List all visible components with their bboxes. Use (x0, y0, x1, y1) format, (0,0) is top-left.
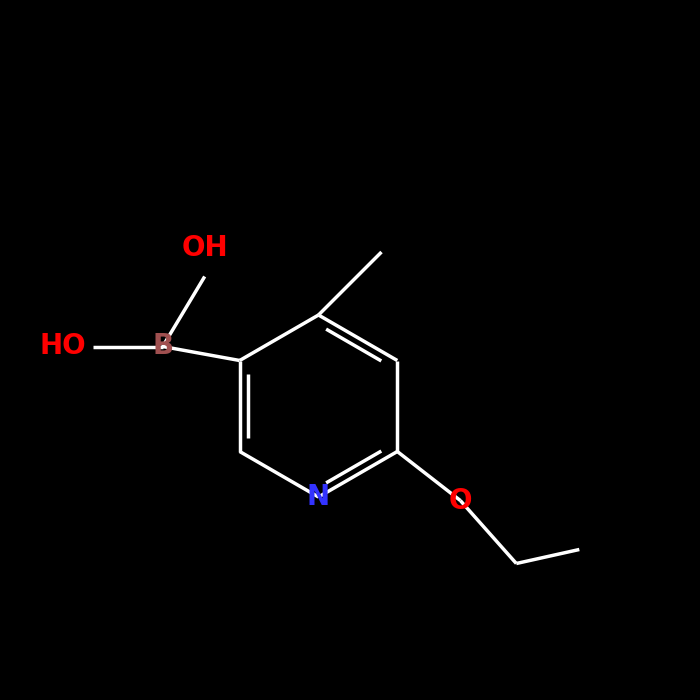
Text: OH: OH (181, 234, 228, 262)
Text: HO: HO (39, 332, 85, 360)
Text: B: B (152, 332, 174, 360)
Text: O: O (449, 486, 472, 514)
Text: N: N (307, 483, 330, 511)
